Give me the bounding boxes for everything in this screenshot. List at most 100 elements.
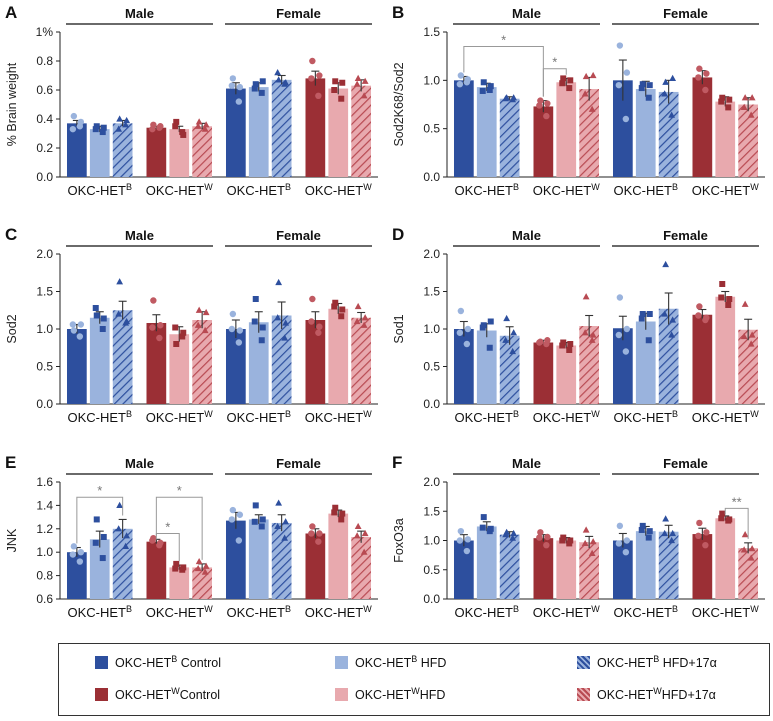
data-point (703, 529, 710, 536)
data-point (201, 326, 209, 334)
data-point (275, 76, 283, 83)
group-label: OKC-HETB (67, 604, 132, 620)
data-point (726, 296, 733, 302)
y-tick-label: 1.4 (36, 498, 53, 512)
data-point (457, 72, 465, 79)
sex-label: Male (125, 456, 154, 471)
y-tick-label: 1.0 (423, 73, 440, 87)
data-point (740, 546, 748, 553)
legend: OKC-HETB Control OKC-HETB HFD OKC-HETB H… (58, 643, 770, 716)
data-point (361, 314, 369, 321)
data-point (282, 79, 290, 86)
data-point (537, 97, 544, 104)
data-point (194, 564, 202, 572)
data-point (236, 327, 244, 334)
legend-label: OKC-HETB HFD+17α (597, 654, 717, 671)
legend-swatch (577, 687, 590, 701)
bar (305, 320, 326, 404)
data-point (251, 518, 258, 525)
data-point (567, 341, 574, 347)
data-point (339, 79, 346, 86)
data-point (353, 532, 361, 539)
group-label: OKC-HETB (613, 604, 678, 620)
legend-item-w-hfd: OKC-HETWHFD (335, 686, 445, 702)
data-point (486, 344, 493, 351)
data-point (615, 81, 623, 89)
bar (225, 329, 246, 404)
panel-f: F 0.0 0.5 1.0 1.5 2.0 FoxO3a Male Female OKC-HETB… (392, 453, 765, 620)
group-label: OKC-HETW (305, 182, 373, 198)
data-point (639, 522, 646, 529)
legend-swatch (335, 687, 348, 701)
group-label: OKC-HETW (692, 182, 760, 198)
data-point (92, 126, 99, 133)
sex-label: Male (125, 228, 154, 243)
sex-label: Male (512, 6, 541, 21)
data-point (464, 536, 472, 543)
data-point (195, 118, 203, 125)
data-point (581, 90, 589, 97)
data-point (259, 78, 266, 85)
data-point (589, 71, 597, 79)
data-point (740, 103, 748, 110)
data-point (543, 112, 550, 120)
y-tick-label: 0.5 (423, 563, 440, 577)
data-point (236, 511, 244, 518)
bar (499, 335, 520, 404)
bar (169, 334, 190, 404)
y-tick-label: 1% (36, 25, 54, 39)
sex-label: Female (276, 6, 321, 21)
data-point (456, 537, 464, 544)
group-label: OKC-HETB (454, 182, 519, 198)
data-point (258, 523, 265, 530)
data-point (354, 302, 362, 310)
data-point (719, 510, 726, 517)
legend-item-b-control: OKC-HETB Control (95, 654, 221, 670)
data-point (338, 313, 345, 320)
sex-label: Female (276, 456, 321, 471)
data-point (69, 551, 77, 558)
data-point (252, 502, 259, 509)
y-tick-label: 0.0 (423, 592, 440, 606)
data-point (194, 321, 202, 328)
y-axis-label: Sod2 (5, 314, 19, 343)
legend-item-b-hfd-17a: OKC-HETB HFD+17α (577, 654, 717, 670)
data-point (123, 116, 131, 124)
sex-label: Male (512, 456, 541, 471)
data-point (747, 340, 755, 347)
bar (453, 540, 474, 599)
panel-c: C 0.0 0.5 1.0 1.5 2.0 Sod2 Male Female OKC-HETB OK… (5, 225, 378, 425)
data-point (510, 94, 518, 101)
data-point (179, 333, 186, 340)
data-point (748, 331, 756, 338)
data-point (662, 260, 670, 268)
data-point (361, 529, 369, 537)
data-point (275, 278, 283, 286)
data-point (331, 87, 338, 93)
data-point (100, 533, 107, 540)
figure-canvas: A 0.0 0.2 0.4 0.6 0.8 1% % Brain weight Male Fema… (5, 3, 765, 620)
data-point (252, 296, 259, 302)
y-tick-label: 0.0 (36, 397, 53, 411)
bar (328, 308, 349, 404)
data-point (463, 547, 471, 555)
y-tick-label: 0.4 (36, 112, 53, 126)
data-point (115, 125, 123, 132)
data-point (479, 87, 486, 94)
significance-bracket (463, 46, 544, 97)
legend-swatch (95, 655, 108, 669)
data-point (316, 530, 323, 537)
y-tick-label: 0.2 (36, 141, 53, 155)
sex-label: Male (512, 228, 541, 243)
data-point (331, 509, 338, 516)
data-point (718, 98, 725, 105)
y-tick-label: 0.0 (36, 170, 53, 184)
y-tick-label: 1.5 (36, 285, 53, 299)
data-point (235, 98, 243, 105)
bar (305, 78, 326, 177)
data-point (202, 308, 210, 316)
data-point (93, 312, 100, 319)
data-point (353, 317, 361, 325)
bar (248, 87, 269, 177)
group-label: OKC-HETW (533, 182, 601, 198)
